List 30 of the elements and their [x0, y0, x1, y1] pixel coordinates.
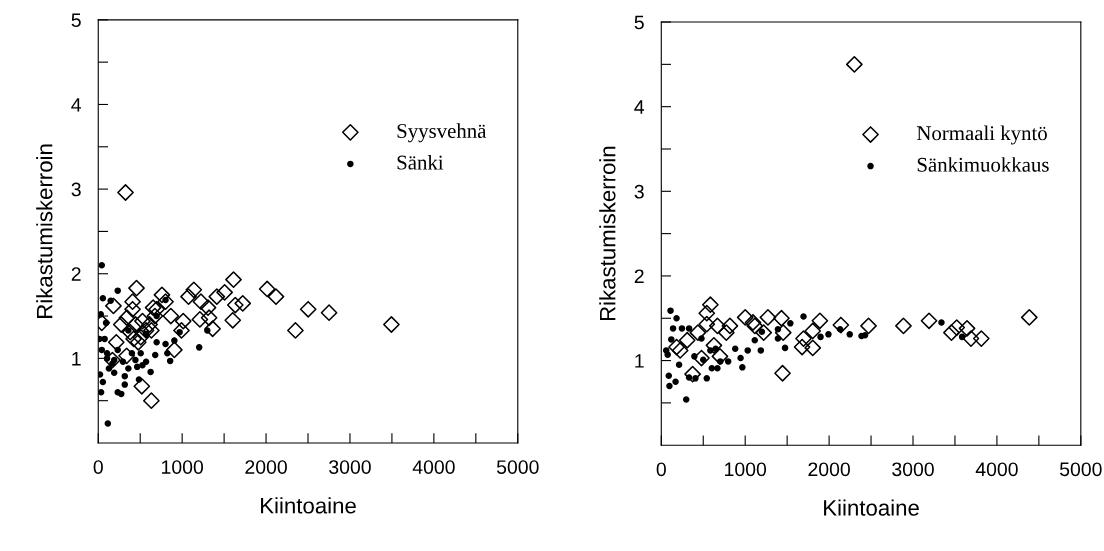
x-tick-label: 1000 — [162, 460, 204, 474]
legend-label: Sänki — [397, 154, 444, 170]
y-tick-label: 4 — [634, 100, 645, 114]
legend-label: Normaali kyntö — [916, 125, 1047, 145]
x-tick-label: 3000 — [329, 460, 371, 474]
y-tick-label: 3 — [71, 182, 81, 197]
y-tick-label: 2 — [634, 269, 644, 283]
x-tick-label: 4000 — [412, 460, 455, 474]
x-tick-label: 2000 — [245, 460, 287, 474]
y-tick-label: 4 — [71, 98, 82, 112]
x-tick-label: 2000 — [808, 462, 850, 477]
legend-label: Syysvehnä — [397, 123, 487, 143]
x-tick-label: 0 — [656, 462, 666, 477]
y-axis-title: Rikastumiskerroin — [599, 146, 616, 321]
x-axis-title: Kiintoaine — [261, 497, 356, 514]
y-tick-label: 3 — [634, 184, 644, 199]
y-axis-title: Rikastumiskerroin — [36, 144, 53, 318]
x-tick-label: 0 — [93, 460, 103, 474]
y-tick-label: 5 — [71, 13, 81, 28]
y-tick-label: 1 — [72, 352, 81, 366]
y-tick-label: 5 — [634, 15, 644, 30]
x-tick-label: 3000 — [892, 462, 934, 477]
y-tick-label: 2 — [71, 267, 81, 281]
y-tick-label: 1 — [635, 354, 644, 368]
x-axis-title: Kiintoaine — [824, 499, 919, 516]
x-tick-label: 5000 — [1059, 462, 1102, 477]
x-tick-label: 4000 — [975, 462, 1018, 477]
x-tick-label: 1000 — [725, 462, 767, 477]
x-tick-label: 5000 — [496, 460, 539, 474]
legend-label: Sänkimuokkaus — [917, 157, 1049, 172]
